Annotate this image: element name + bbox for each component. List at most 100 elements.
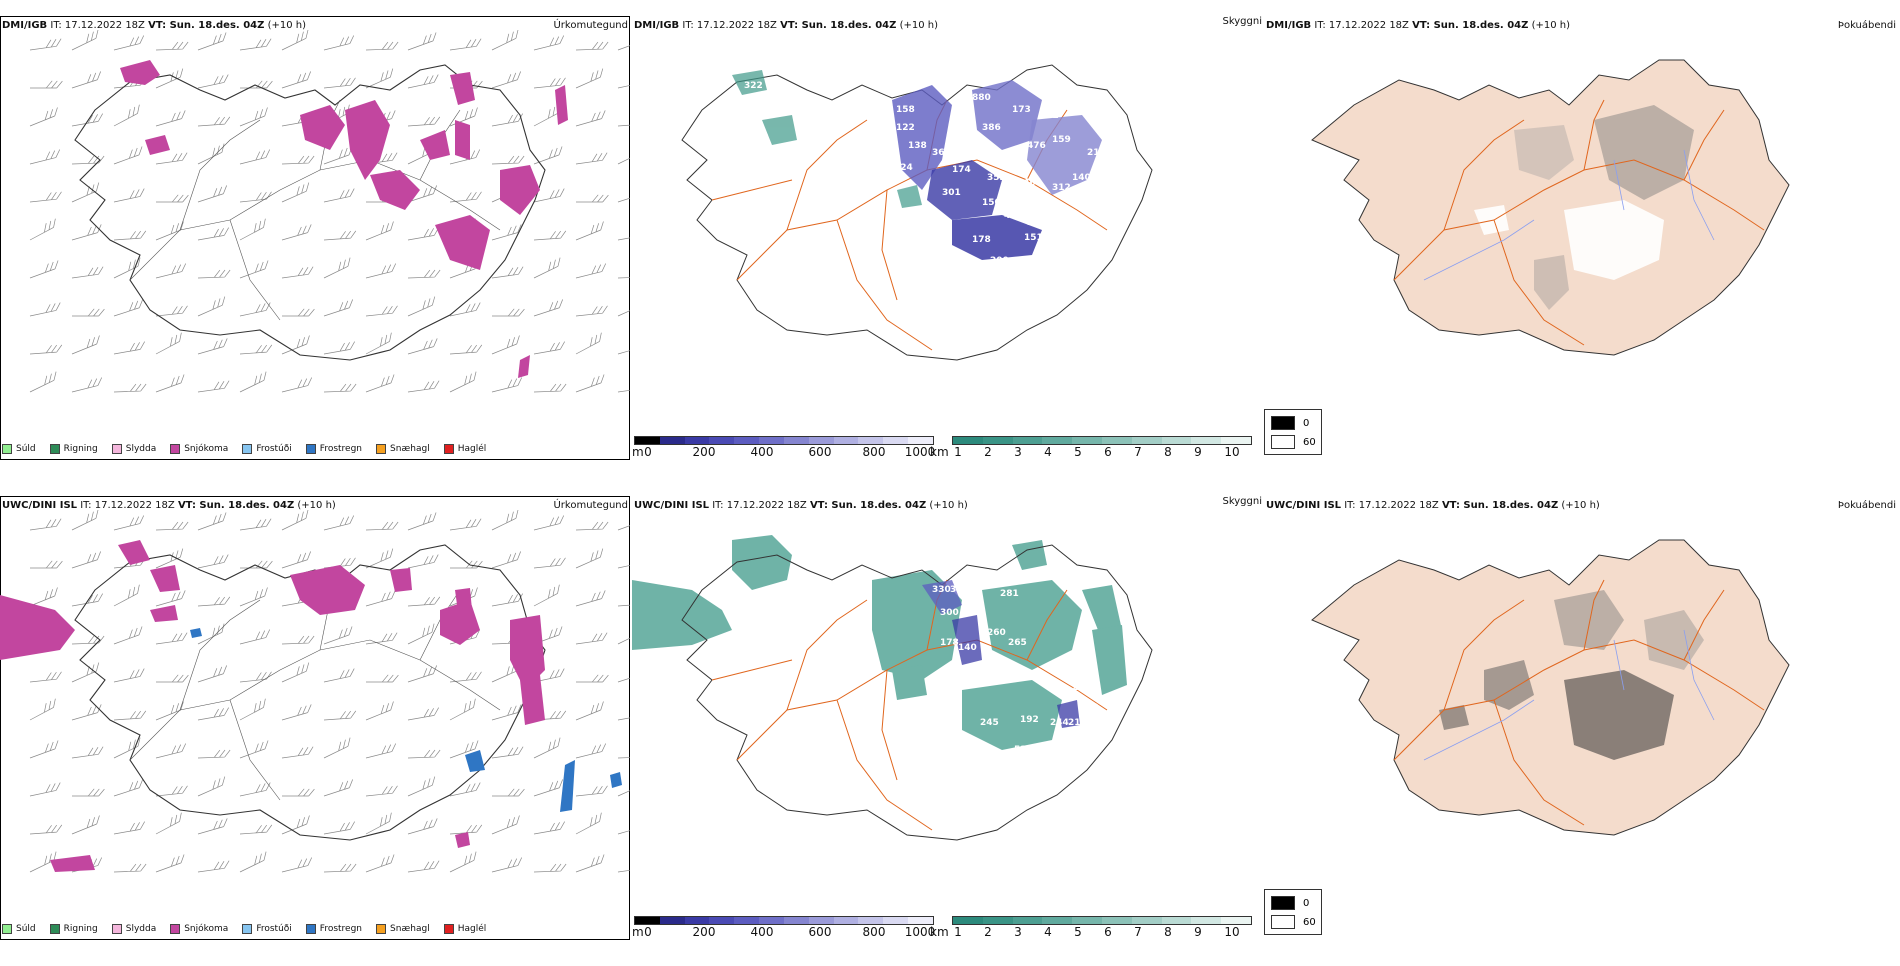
legend-swatch: [170, 924, 181, 934]
wind-barb: [197, 185, 227, 203]
visibility-areas: [732, 70, 922, 208]
wind-barb: [575, 68, 604, 89]
wind-barb: [533, 557, 566, 569]
wind-barb: [239, 671, 272, 683]
wind-barb: [365, 701, 394, 721]
snow-offshore-west: [0, 595, 75, 660]
wind-barbs: [29, 510, 630, 873]
fog-legend-item: 60: [1271, 915, 1316, 929]
legend-swatch: [305, 444, 316, 454]
wind-barb: [155, 590, 186, 607]
fog-legend-item: 60: [1271, 435, 1316, 449]
wind-barb: [617, 269, 630, 279]
wind-barb: [71, 815, 100, 835]
wind-barb: [533, 821, 565, 835]
wind-barb: [533, 515, 565, 531]
wind-barb: [533, 230, 567, 241]
valid-time: VT: Sun. 18.des. 04Z: [1412, 20, 1529, 31]
wind-barb: [239, 824, 273, 835]
init-time: IT: 17.12.2022 18Z: [80, 500, 175, 511]
wind-barb: [155, 110, 186, 127]
wind-barb: [323, 146, 353, 165]
visibility-ticks: 1 2 3 4 5 6 7 8 9 10: [954, 445, 1240, 459]
legend-label: Snæhagl: [390, 924, 430, 934]
rivers: [1423, 629, 1715, 761]
cloud-base-ticks: 0 200 400 600 800 1000: [644, 925, 936, 939]
visibility-unit: km: [930, 925, 949, 939]
wind-barb: [113, 584, 140, 607]
legend-item-rigning: Rigning: [49, 924, 98, 934]
wind-barb: [197, 512, 227, 531]
legend-swatch: [443, 444, 454, 454]
wind-barb: [239, 344, 273, 355]
wind-barb: [197, 116, 231, 127]
svg-text:265: 265: [1008, 638, 1027, 648]
wind-barb: [113, 515, 145, 531]
init-time: IT: 17.12.2022 18Z: [50, 20, 145, 31]
panel-type-label: Þokuábendi: [1837, 20, 1896, 31]
wind-barb: [323, 230, 357, 241]
wind-barbs: [29, 30, 630, 393]
valid-time: VT: Sun. 18.des. 04Z: [809, 500, 927, 511]
wind-barb: [71, 746, 104, 759]
panel-title: UWC/DINI ISL IT: 17.12.2022 18Z VT: Sun.…: [1266, 500, 1600, 511]
valid-time: VT: Sun. 18.des. 04Z: [1441, 500, 1559, 511]
wind-barb: [575, 110, 606, 127]
wind-barb: [407, 74, 439, 89]
svg-text:346: 346: [1017, 178, 1036, 188]
wind-barb: [323, 77, 356, 89]
model-label: UWC/DINI ISL: [634, 500, 710, 511]
cloud-base-unit: m: [632, 445, 644, 459]
wind-barb: [71, 704, 102, 721]
svg-text:151: 151: [1024, 233, 1043, 243]
wind-barb: [155, 68, 184, 89]
wind-barb: [239, 191, 272, 203]
wind-barb: [29, 518, 62, 531]
cloud-base-areas: [922, 580, 1080, 728]
wind-barb: [239, 371, 267, 393]
wind-barb: [155, 305, 188, 317]
svg-text:122: 122: [896, 123, 915, 133]
legend-label: Snjókoma: [184, 444, 229, 454]
legend-label: Snjókoma: [184, 924, 229, 934]
wind-barb: [407, 227, 439, 241]
wind-barb: [239, 260, 269, 279]
cloud-base-scale: m 0 200 400 600 800 1000: [632, 916, 936, 939]
iceland-coastline: [681, 64, 1153, 361]
wind-barb: [365, 548, 394, 569]
legend-swatch: [242, 924, 253, 934]
panel-title: DMI/IGB IT: 17.12.2022 18Z VT: Sun. 18.d…: [2, 20, 306, 31]
wind-barb: [407, 380, 440, 393]
wind-barb: [239, 518, 272, 531]
wind-barb: [449, 38, 482, 51]
wind-barb: [29, 671, 62, 683]
svg-text:231: 231: [950, 253, 969, 263]
svg-text:140: 140: [1072, 173, 1091, 183]
wind-barb: [197, 32, 227, 51]
model-label: UWC/DINI ISL: [1266, 500, 1342, 511]
snow-areas: [50, 540, 545, 872]
wind-barb: [29, 782, 61, 797]
legend-label: Slydda: [125, 924, 157, 934]
wind-barb: [239, 782, 271, 797]
wind-barb: [323, 383, 357, 393]
wind-barb: [113, 383, 147, 393]
wind-barb: [449, 518, 482, 531]
legend-label: Frostregn: [319, 444, 363, 454]
wind-barb: [113, 299, 143, 317]
legend-label: Haglél: [457, 924, 487, 934]
wind-barb: [491, 746, 524, 759]
legend-item-snaehagl: Snæhagl: [376, 924, 430, 934]
wind-barb: [71, 224, 102, 241]
legend-swatch: [170, 444, 181, 454]
legend-swatch: [1271, 896, 1295, 910]
legend-label: 60: [1303, 436, 1316, 448]
wind-barb: [575, 785, 608, 797]
svg-text:534: 534: [1014, 745, 1033, 755]
wind-barb: [323, 863, 357, 873]
wind-barb: [449, 824, 483, 835]
valid-time: VT: Sun. 18.des. 04Z: [780, 20, 897, 31]
wind-barb: [575, 521, 609, 531]
wind-barb: [281, 155, 315, 165]
wind-barb: [533, 188, 565, 203]
